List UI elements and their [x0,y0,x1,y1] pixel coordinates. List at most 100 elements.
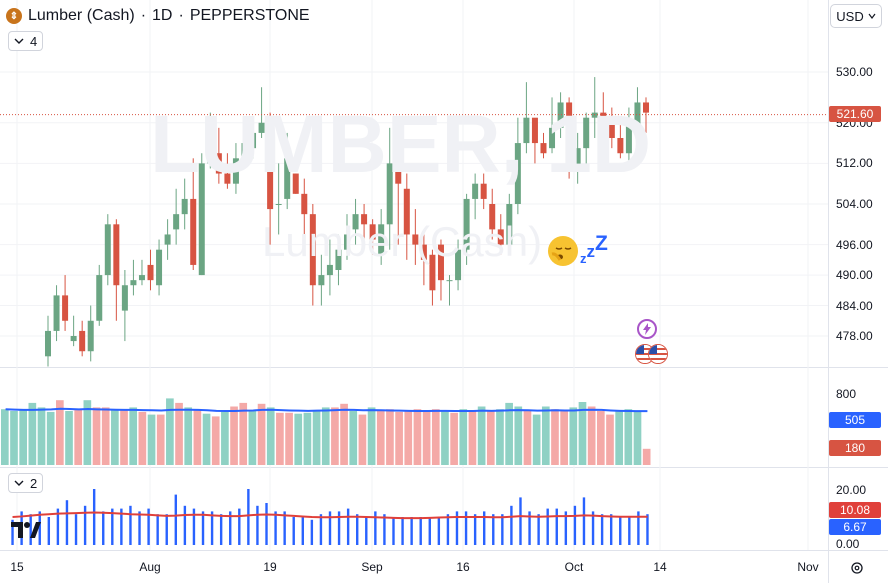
volume-bar [486,411,495,465]
candle-body [352,214,359,230]
price-pane-indicators-toggle[interactable]: 4 [8,31,44,51]
current-price-tag: 521.60 [829,106,881,122]
osc-axis-tick: 0.00 [836,537,860,551]
osc-bar [283,511,286,545]
osc-bar [65,500,69,545]
osc-bar [482,511,486,545]
osc-bar [29,514,32,545]
volume-bar [120,410,128,465]
osc-bar [174,494,178,545]
osc-bar [129,505,132,545]
chart-settings-icon[interactable] [850,561,864,575]
volume-bar [477,406,486,465]
candle-body [267,122,274,210]
candle-body [79,330,86,352]
candle-body [96,275,103,321]
osc-bar [274,511,277,545]
candle-body [617,138,624,154]
osc-bar [609,514,613,545]
candle-body [514,143,521,204]
osc-bar [428,517,431,545]
candle-body [335,249,342,270]
volume-bar [523,411,532,465]
volume-bar [303,412,312,465]
lumber-logo-icon: ⇕ [6,8,22,24]
symbol-header[interactable]: ⇕ Lumber (Cash) · 1D · PEPPERSTONE [6,4,310,28]
osc-bar [410,517,413,545]
volume-bar [606,414,614,465]
price-axis-tick: 512.00 [836,156,873,171]
osc-bar [464,511,468,545]
candle-body [344,234,350,250]
candle-body [207,153,214,164]
volume-bar [441,411,449,465]
tradingview-logo[interactable] [10,520,42,546]
candle-body [420,244,427,260]
osc-bar [555,508,558,545]
volume-bar [248,411,257,465]
us-economic-event-icon[interactable] [648,344,668,364]
candle-body [309,214,316,286]
osc-bar [637,511,640,545]
interval-label[interactable]: 1D [152,7,173,24]
volume-bar [532,414,541,465]
volume-ma-line [5,407,648,413]
osc-bar [247,489,250,545]
osc-bar [111,508,114,545]
volume-bar [138,411,147,465]
candle-body [53,295,60,331]
volume-bar [596,411,605,465]
volume-bar [321,407,330,465]
candle-body [87,320,94,352]
candle-body [574,148,581,169]
osc-bar [646,514,649,545]
candle-body [173,214,180,230]
osc-pane-indicators-toggle[interactable]: 2 [8,473,44,493]
candle-body [489,204,496,230]
osc-bar [374,511,377,545]
osc-line-tag: 10.08 [829,502,881,518]
volume-bar [129,407,138,465]
candle-body [104,224,111,276]
volume-bar [404,411,413,465]
volume-bar [83,400,92,465]
osc-bar [600,514,604,545]
time-axis-tick: Oct [564,560,584,574]
candle-body [378,224,385,255]
candle-body [361,214,368,225]
candle-body [403,188,410,235]
chevron-down-icon [14,480,24,486]
symbol-name[interactable]: Lumber (Cash) [28,7,135,24]
osc-bar [47,517,51,545]
volume-bar [65,411,73,465]
price-axis-tick: 504.00 [836,197,873,211]
osc-bar [83,505,87,545]
candle-body [600,112,607,123]
candle-body [62,295,69,321]
chevron-down-icon [868,13,876,19]
osc-bar [102,511,105,545]
candle-body [121,285,128,311]
candle-body [284,158,291,199]
volume-bar [413,409,422,465]
market-closed-icon[interactable]: z z Z [548,232,608,266]
osc-bar [219,514,223,545]
time-axis-tick: 14 [653,560,667,574]
osc-bar [156,514,159,545]
osc-bar [292,517,295,545]
currency-selector[interactable]: USD [830,4,882,28]
volume-bar [358,414,367,465]
osc-bar [56,508,60,545]
osc-bar [573,505,577,545]
dividend-event-icon[interactable] [637,319,657,339]
osc-bar [473,514,477,545]
candle-body [215,153,222,174]
candle-body [113,224,120,286]
osc-bar [546,508,549,545]
volume-bar [312,410,321,465]
price-axis-tick: 530.00 [836,65,873,79]
candle-body [497,229,504,245]
volume-tag: 180 [829,440,881,456]
